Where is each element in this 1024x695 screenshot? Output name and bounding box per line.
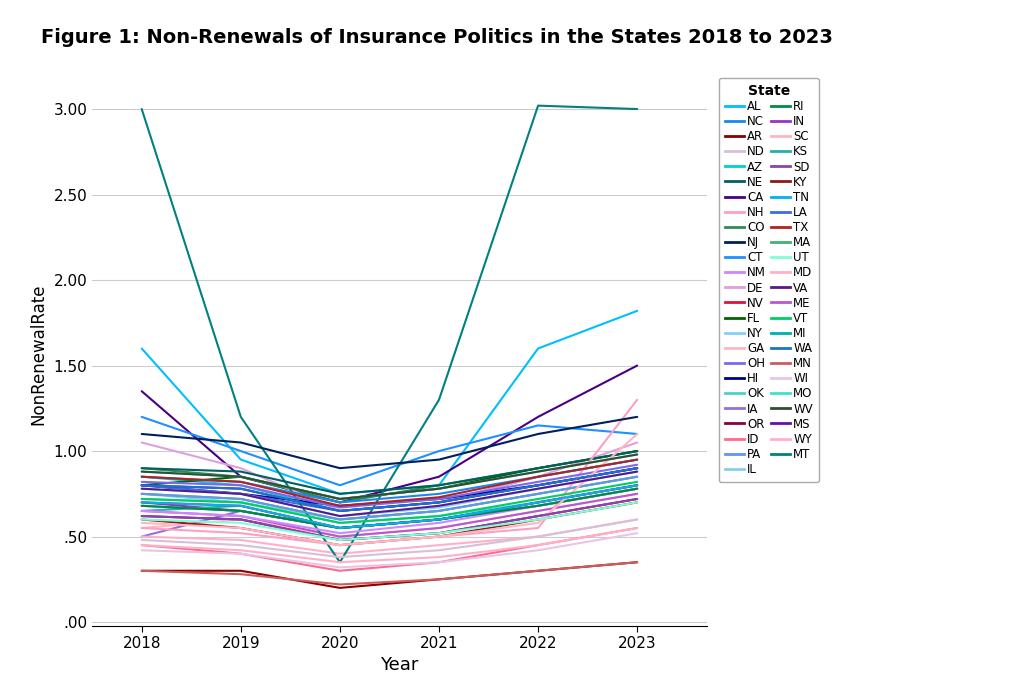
Text: Figure 1: Non-Renewals of Insurance Politics in the States 2018 to 2023: Figure 1: Non-Renewals of Insurance Poli… [41, 28, 833, 47]
Legend: AL, NC, AR, ND, AZ, NE, CA, NH, CO, NJ, CT, NM, DE, NV, FL, NY, GA, OH, HI, OK, : AL, NC, AR, ND, AZ, NE, CA, NH, CO, NJ, … [719, 78, 819, 482]
Y-axis label: NonRenewalRate: NonRenewalRate [30, 284, 48, 425]
X-axis label: Year: Year [380, 657, 419, 674]
